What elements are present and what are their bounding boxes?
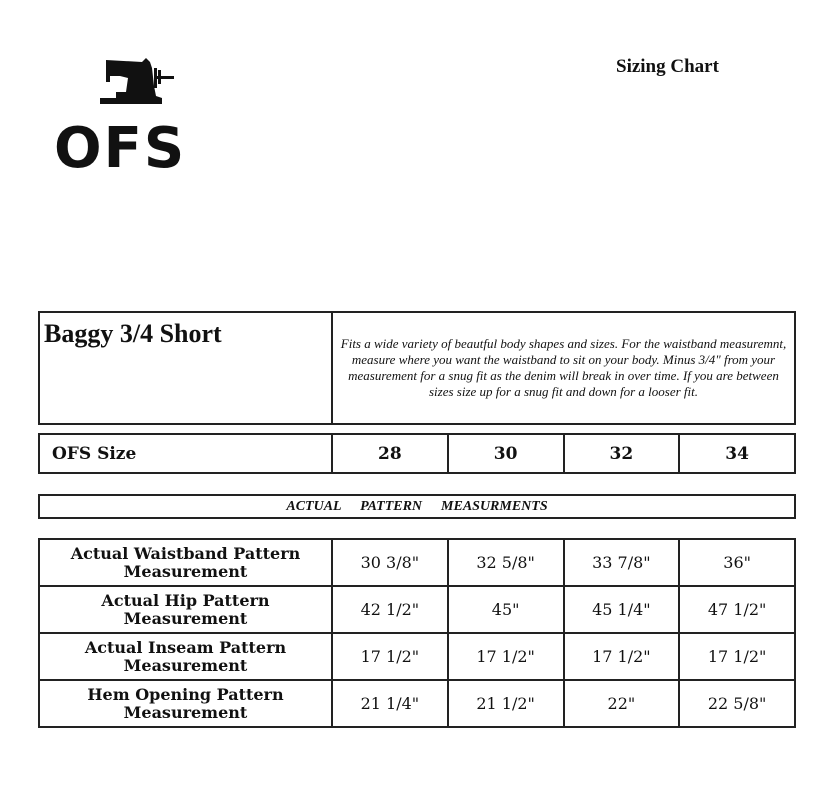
measurement-value: 22": [562, 679, 681, 728]
measurement-value: 47 1/2": [678, 585, 796, 634]
measurement-value: 17 1/2": [562, 632, 681, 681]
size-value: 34: [678, 433, 796, 474]
measurement-label: Hem Opening Pattern Measurement: [38, 679, 333, 728]
measurement-value: 42 1/2": [331, 585, 449, 634]
page-title: Sizing Chart: [616, 56, 719, 77]
measurement-value: 45 1/4": [562, 585, 681, 634]
size-value: 32: [562, 433, 681, 474]
logo-text: OFS: [54, 116, 187, 181]
measurement-label: Actual Inseam Pattern Measurement: [38, 632, 333, 681]
size-label: OFS Size: [38, 433, 333, 474]
measurement-value: 30 3/8": [331, 538, 449, 587]
section-header-table: ACTUAL PATTERN MEASURMENTS: [38, 494, 796, 519]
product-name: Baggy 3/4 Short: [38, 311, 333, 425]
measurement-row: Actual Hip Pattern Measurement 42 1/2" 45"…: [38, 585, 796, 634]
measurement-row: Actual Waistband Pattern Measurement 30 3…: [38, 538, 796, 587]
section-header: ACTUAL PATTERN MEASURMENTS: [38, 494, 796, 519]
measurement-value: 21 1/2": [446, 679, 565, 728]
measurements-table: Actual Waistband Pattern Measurement 30 3…: [38, 538, 796, 728]
measurement-value: 17 1/2": [678, 632, 796, 681]
measurement-value: 45": [446, 585, 565, 634]
measurement-value: 36": [678, 538, 796, 587]
measurement-value: 17 1/2": [331, 632, 449, 681]
measurement-value: 21 1/4": [331, 679, 449, 728]
size-value: 30: [446, 433, 565, 474]
measurement-value: 22 5/8": [678, 679, 796, 728]
size-table: OFS Size 28 30 32 34: [38, 433, 796, 474]
measurement-label: Actual Hip Pattern Measurement: [38, 585, 333, 634]
measurement-value: 32 5/8": [446, 538, 565, 587]
product-info-table: Baggy 3/4 Short Fits a wide variety of b…: [38, 311, 796, 425]
size-row: OFS Size 28 30 32 34: [38, 433, 796, 474]
measurement-row: Actual Inseam Pattern Measurement 17 1/2"…: [38, 632, 796, 681]
sewing-machine-icon: [100, 58, 174, 104]
measurement-row: Hem Opening Pattern Measurement 21 1/4" 21…: [38, 679, 796, 728]
product-description: Fits a wide variety of beautful body sha…: [331, 311, 796, 425]
measurement-value: 17 1/2": [446, 632, 565, 681]
size-value: 28: [331, 433, 449, 474]
measurement-label: Actual Waistband Pattern Measurement: [38, 538, 333, 587]
measurement-value: 33 7/8": [562, 538, 681, 587]
